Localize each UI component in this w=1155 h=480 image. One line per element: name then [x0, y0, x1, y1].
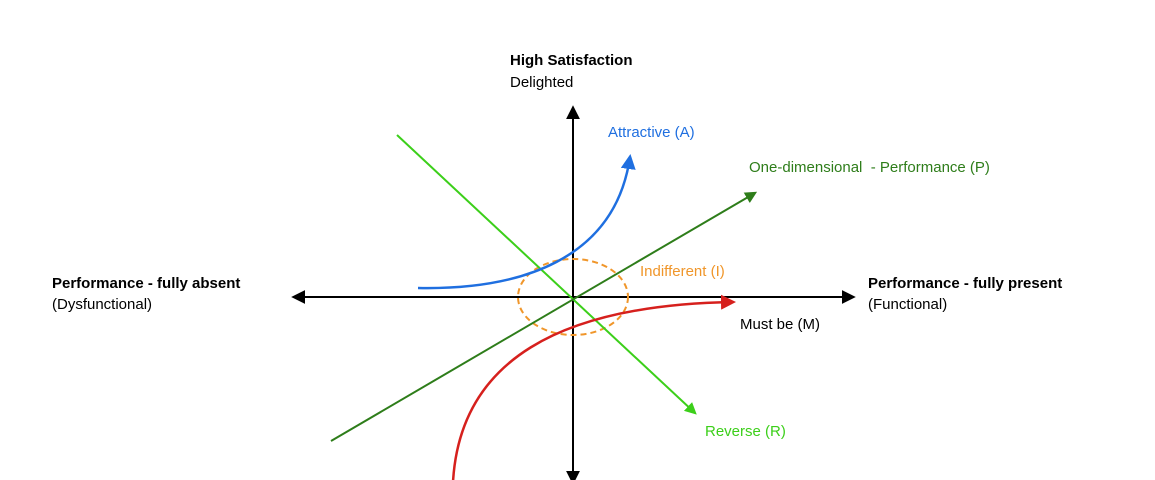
must-be-curve: [451, 294, 736, 480]
axis-title: High Satisfaction: [510, 52, 633, 69]
curve-label: Indifferent (I): [640, 263, 725, 280]
axis-subtitle: (Functional): [868, 296, 947, 313]
axis-title: Performance - fully absent: [52, 275, 240, 292]
curve-label: Reverse (R): [705, 423, 786, 440]
curve-label: One-dimensional - Performance (P): [749, 159, 990, 176]
performance-line: [330, 191, 758, 442]
axis-subtitle: (Dysfunctional): [52, 296, 152, 313]
curve-label: Attractive (A): [608, 124, 695, 141]
indifferent-zone: [517, 258, 629, 336]
axis-title: Performance - fully present: [868, 275, 1062, 292]
attractive-curve: [417, 154, 636, 290]
axis-subtitle: Delighted: [510, 74, 573, 91]
curve-label: Must be (M): [740, 316, 820, 333]
reverse-line: [396, 134, 697, 415]
